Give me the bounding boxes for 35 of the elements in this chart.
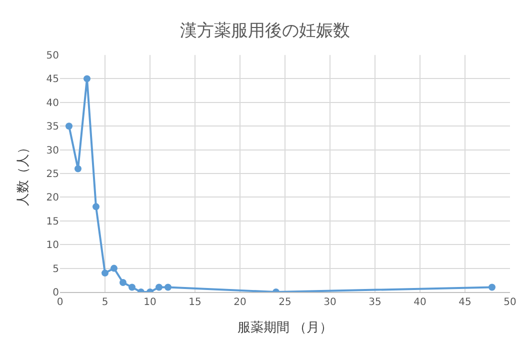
y-tick-label: 35 xyxy=(46,122,59,133)
x-tick-label: 35 xyxy=(368,297,382,308)
x-tick-label: 30 xyxy=(324,297,336,308)
point xyxy=(102,270,108,277)
point xyxy=(110,264,118,272)
point xyxy=(66,122,72,130)
x-tick-label: 5 xyxy=(102,297,108,308)
y-tick-label: 50 xyxy=(46,50,59,62)
y-tick-label: 45 xyxy=(46,74,59,86)
x-tick-label: 40 xyxy=(414,297,426,308)
x-tick-label: 45 xyxy=(458,297,472,308)
x-tick-label: 50 xyxy=(504,297,516,308)
point xyxy=(84,75,90,82)
y-tick-label: 25 xyxy=(46,169,59,180)
y-tick-label: 5 xyxy=(52,264,59,275)
point xyxy=(74,165,82,172)
x-axis-title: 服薬期間 （月） xyxy=(237,320,333,336)
x-tick-label: 10 xyxy=(144,297,156,308)
y-tick-label: 40 xyxy=(46,98,59,109)
chart-title: 漢方薬服用後の妊娠数 xyxy=(180,21,350,42)
point xyxy=(164,284,172,291)
point xyxy=(128,284,136,291)
y-tick-label: 30 xyxy=(46,145,59,156)
point xyxy=(156,284,162,291)
y-tick-label: 10 xyxy=(46,240,59,252)
point xyxy=(120,279,126,286)
y-tick-label: 20 xyxy=(46,192,59,204)
x-tick-label: 15 xyxy=(188,297,202,308)
point xyxy=(488,284,496,291)
point xyxy=(92,203,100,210)
y-tick-label: 0 xyxy=(52,288,59,298)
x-tick-label: 25 xyxy=(278,297,292,308)
x-tick-label: 20 xyxy=(234,297,246,308)
y-axis-title: 人数（人） xyxy=(16,141,32,206)
y-tick-label: 15 xyxy=(46,216,59,228)
